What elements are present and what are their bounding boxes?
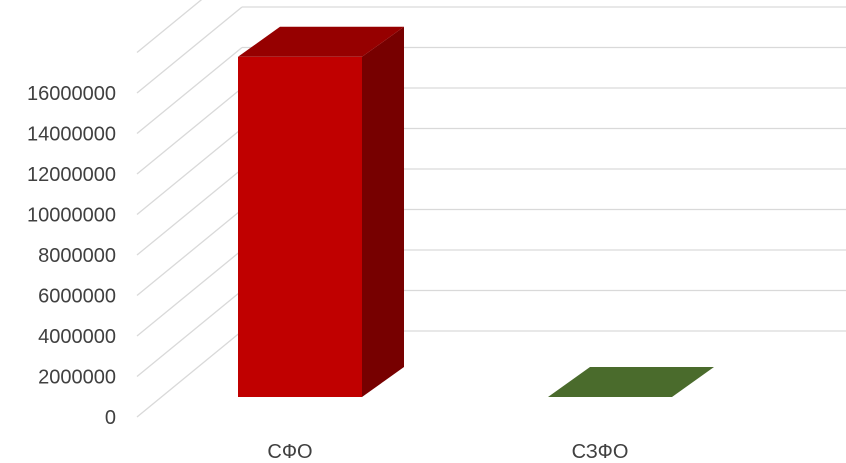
y-tick-label: 16000000 [27, 83, 116, 105]
gridline-diagonal [136, 330, 243, 418]
gridline-diagonal [136, 289, 243, 378]
y-tick-label: 14000000 [27, 124, 116, 146]
bar-top [548, 367, 714, 397]
bar-group [548, 367, 714, 397]
x-category-label: СЗФО [572, 441, 629, 463]
y-tick-label: 12000000 [27, 164, 116, 186]
gridline-diagonal [136, 0, 203, 54]
y-tick-label: 10000000 [27, 205, 116, 227]
gridline-diagonal [136, 208, 243, 297]
gridline-diagonal [136, 6, 243, 94]
gridline-diagonal [136, 46, 243, 135]
gridline-diagonal [136, 127, 243, 216]
gridline-diagonal [136, 249, 243, 337]
bars [238, 26, 714, 398]
gridline-diagonal [136, 87, 243, 175]
x-category-label: СФО [267, 441, 312, 463]
gridline-diagonal [136, 168, 243, 256]
y-tick-label: 0 [105, 407, 116, 429]
bar-side [362, 26, 404, 398]
y-tick-label: 4000000 [38, 326, 116, 348]
bar-group [238, 26, 404, 398]
y-tick-label: 6000000 [38, 286, 116, 308]
bar [238, 56, 362, 398]
y-axis-ticks: 0 2000000 4000000 6000000 8000000 10000000 120… [27, 83, 116, 429]
y-tick-label: 2000000 [38, 367, 116, 389]
x-axis-categories: СФО СЗФО [267, 441, 628, 463]
bar-top [238, 26, 404, 57]
y-tick-label: 8000000 [38, 245, 116, 267]
